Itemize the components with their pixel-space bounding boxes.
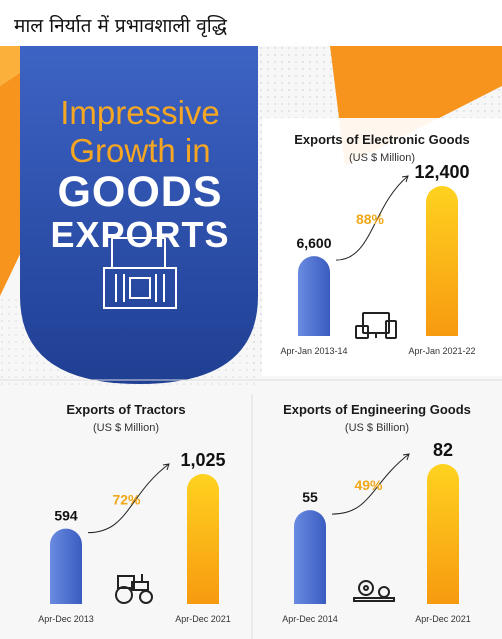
electronics-chart: 6,600 Apr-Jan 2013-14 12,400 Apr-Jan 2021-2… <box>280 162 475 356</box>
bar-0 <box>298 256 330 336</box>
electronics-chart-subtitle: (US $ Million) <box>348 152 415 164</box>
tractor-icon <box>115 574 153 604</box>
hero-line-2: Growth in <box>69 132 211 169</box>
value-label-0: 594 <box>54 508 78 524</box>
hero-heading: Impressive Growth in GOODS EXPORTS <box>20 46 260 386</box>
bar-1 <box>427 464 459 604</box>
infographic: 6,600 Apr-Jan 2013-14 12,400 Apr-Jan 2021-2… <box>0 46 502 639</box>
category-label-1: Apr-Dec 2021 <box>175 614 231 624</box>
value-label-1: 1,025 <box>180 450 225 470</box>
category-label-0: Apr-Dec 2013 <box>38 614 94 624</box>
bar-0 <box>50 528 82 604</box>
tractors-chart: 594 Apr-Dec 2013 1,025 Apr-Dec 2021 72% <box>38 450 231 624</box>
growth-arrow-head <box>401 175 409 183</box>
shipping-container-icon <box>103 237 177 309</box>
growth-label: 72% <box>112 491 141 507</box>
category-label-0: Apr-Dec 2014 <box>282 614 338 624</box>
bar-1 <box>187 474 219 604</box>
value-label-0: 55 <box>302 489 318 505</box>
growth-label: 49% <box>354 477 383 493</box>
growth-arrow-head <box>402 453 410 461</box>
bar-0 <box>294 510 326 604</box>
hero-line-3: GOODS <box>57 168 223 216</box>
electronics-icon <box>355 312 397 339</box>
engineering-chart: 55 Apr-Dec 2014 82 Apr-Dec 2021 49% <box>282 440 471 624</box>
category-label-1: Apr-Jan 2021-22 <box>408 346 475 356</box>
category-label-1: Apr-Dec 2021 <box>415 614 471 624</box>
value-label-1: 82 <box>433 440 453 460</box>
value-label-1: 12,400 <box>414 162 469 182</box>
blue-hero-panel <box>20 46 258 384</box>
post-caption: माल निर्यात में प्रभावशाली वृद्धि <box>14 15 227 37</box>
poster-background: 6,600 Apr-Jan 2013-14 12,400 Apr-Jan 2021-2… <box>0 46 502 639</box>
growth-arrow <box>331 453 410 515</box>
engineering-chart-subtitle: (US $ Billion) <box>344 422 410 434</box>
engineering-chart-title: Exports of Engineering Goods <box>283 402 471 417</box>
category-label-0: Apr-Jan 2013-14 <box>280 346 347 356</box>
growth-arrow <box>87 463 170 534</box>
gears-icon <box>353 580 395 602</box>
tractors-chart-subtitle: (US $ Million) <box>92 422 159 434</box>
growth-arrow-head <box>162 463 170 471</box>
bar-1 <box>426 186 458 336</box>
growth-arrow <box>335 175 409 261</box>
electronics-chart-title: Exports of Electronic Goods <box>294 132 470 147</box>
hero-line-1: Impressive <box>60 94 220 131</box>
value-label-0: 6,600 <box>296 235 331 251</box>
tractors-chart-title: Exports of Tractors <box>66 402 186 417</box>
growth-label: 88% <box>356 211 385 227</box>
hero-line-4: EXPORTS <box>50 214 230 255</box>
